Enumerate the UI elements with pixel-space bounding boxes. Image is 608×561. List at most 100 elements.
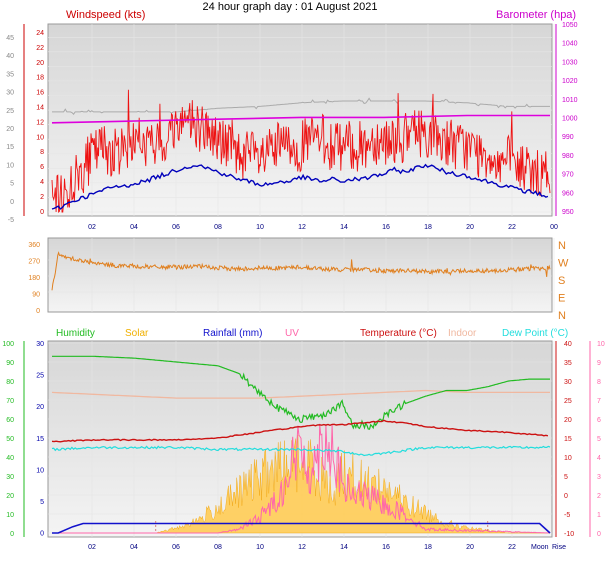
humidity-tick: 10 xyxy=(6,512,14,519)
baro-tick: 1000 xyxy=(562,116,578,123)
x-tick: 14 xyxy=(340,224,348,231)
direction-panel-bg xyxy=(47,237,553,313)
compass-label: N xyxy=(558,310,566,322)
series-rainfall xyxy=(52,522,551,534)
x-tick-bottom: 12 xyxy=(298,544,306,551)
left-outer-tick: 40 xyxy=(6,53,14,60)
humidity-tick: 30 xyxy=(6,474,14,481)
wind-tick: 0 xyxy=(40,209,44,216)
baro-tick: 1010 xyxy=(562,97,578,104)
legend-4: Temperature (°C) xyxy=(360,328,437,339)
compass-label: S xyxy=(558,275,565,287)
x-tick: 12 xyxy=(298,224,306,231)
x-tick-bottom: 20 xyxy=(466,544,474,551)
rain-tick: 5 xyxy=(40,499,44,506)
humidity-tick: 90 xyxy=(6,360,14,367)
wind-tick: 24 xyxy=(36,30,44,37)
series-wind-direction xyxy=(51,251,551,291)
temp-tick: 5 xyxy=(564,474,568,481)
wind-tick: 20 xyxy=(36,60,44,67)
direction-tick: 270 xyxy=(28,259,40,266)
uv-tick: 2 xyxy=(597,493,601,500)
compass-label: E xyxy=(558,293,565,305)
x-tick-bottom: 22 xyxy=(508,544,516,551)
baro-tick: 950 xyxy=(562,209,574,216)
series-wind xyxy=(51,89,551,213)
direction-tick: 360 xyxy=(28,242,40,249)
temp-tick: 20 xyxy=(564,417,572,424)
wind-tick: 10 xyxy=(36,134,44,141)
left-outer-tick: 15 xyxy=(6,144,14,151)
temp-tick: 10 xyxy=(564,455,572,462)
baro-tick: 1030 xyxy=(562,59,578,66)
temp-tick: 25 xyxy=(564,398,572,405)
uv-tick: 5 xyxy=(597,436,601,443)
wind-tick: 22 xyxy=(36,45,44,52)
rain-tick: 10 xyxy=(36,467,44,474)
left-outer-tick: 0 xyxy=(10,199,14,206)
x-tick: 02 xyxy=(88,224,96,231)
x-tick: 18 xyxy=(424,224,432,231)
uv-tick: 10 xyxy=(597,341,605,348)
uv-tick: 1 xyxy=(597,512,601,519)
wind-tick: 4 xyxy=(40,179,44,186)
uv-tick: 9 xyxy=(597,360,601,367)
series-indoor xyxy=(51,389,550,399)
x-tick: 08 xyxy=(214,224,222,231)
humidity-tick: 60 xyxy=(6,417,14,424)
x-tick: 22 xyxy=(508,224,516,231)
legend-0: Humidity xyxy=(56,328,95,339)
temp-tick: 35 xyxy=(564,360,572,367)
temp-tick: 15 xyxy=(564,436,572,443)
baro-tick: 1020 xyxy=(562,78,578,85)
baro-label: Barometer (hpa) xyxy=(496,9,576,21)
rain-tick: 20 xyxy=(36,404,44,411)
direction-tick: 0 xyxy=(36,308,40,315)
baro-tick: 980 xyxy=(562,153,574,160)
x-tick: 16 xyxy=(382,224,390,231)
wind-tick: 2 xyxy=(40,194,44,201)
direction-tick: 180 xyxy=(28,275,40,282)
wind-label: Windspeed (kts) xyxy=(66,9,145,21)
wind-tick: 12 xyxy=(36,119,44,126)
left-outer-tick: 10 xyxy=(6,162,14,169)
series-barometer xyxy=(51,114,550,124)
x-tick-bottom: 04 xyxy=(130,544,138,551)
humidity-tick: 0 xyxy=(10,531,14,538)
humidity-tick: 50 xyxy=(6,436,14,443)
left-outer-tick: 45 xyxy=(6,35,14,42)
baro-tick: 960 xyxy=(562,190,574,197)
uv-tick: 7 xyxy=(597,398,601,405)
series-temperature xyxy=(51,419,549,443)
wind-panel-bg xyxy=(47,23,553,217)
x-tick-bottom: 08 xyxy=(214,544,222,551)
temp-tick: 30 xyxy=(564,379,572,386)
wind-tick: 6 xyxy=(40,164,44,171)
wind-tick: 8 xyxy=(40,149,44,156)
baro-tick: 1040 xyxy=(562,41,578,48)
series-dewpoint xyxy=(51,445,551,457)
left-outer-tick: -5 xyxy=(8,217,14,224)
legend-5: Indoor xyxy=(448,328,477,339)
legend-3: UV xyxy=(285,328,299,339)
humidity-tick: 20 xyxy=(6,493,14,500)
legend-1: Solar xyxy=(125,328,149,339)
uv-tick: 3 xyxy=(597,474,601,481)
rise-label: Rise xyxy=(552,544,566,551)
left-outer-tick: 25 xyxy=(6,108,14,115)
wind-tick: 14 xyxy=(36,105,44,112)
direction-tick: 90 xyxy=(32,292,40,299)
baro-tick: 990 xyxy=(562,134,574,141)
humidity-tick: 80 xyxy=(6,379,14,386)
x-tick: 10 xyxy=(256,224,264,231)
baro-tick: 1050 xyxy=(562,22,578,29)
x-tick-bottom: 16 xyxy=(382,544,390,551)
legend-6: Dew Point (°C) xyxy=(502,328,568,339)
graph-title: 24 hour graph day : 01 August 2021 xyxy=(203,1,378,13)
rain-tick: 25 xyxy=(36,373,44,380)
humidity-tick: 70 xyxy=(6,398,14,405)
series-baro-trace xyxy=(52,97,550,115)
uv-tick: 8 xyxy=(597,379,601,386)
